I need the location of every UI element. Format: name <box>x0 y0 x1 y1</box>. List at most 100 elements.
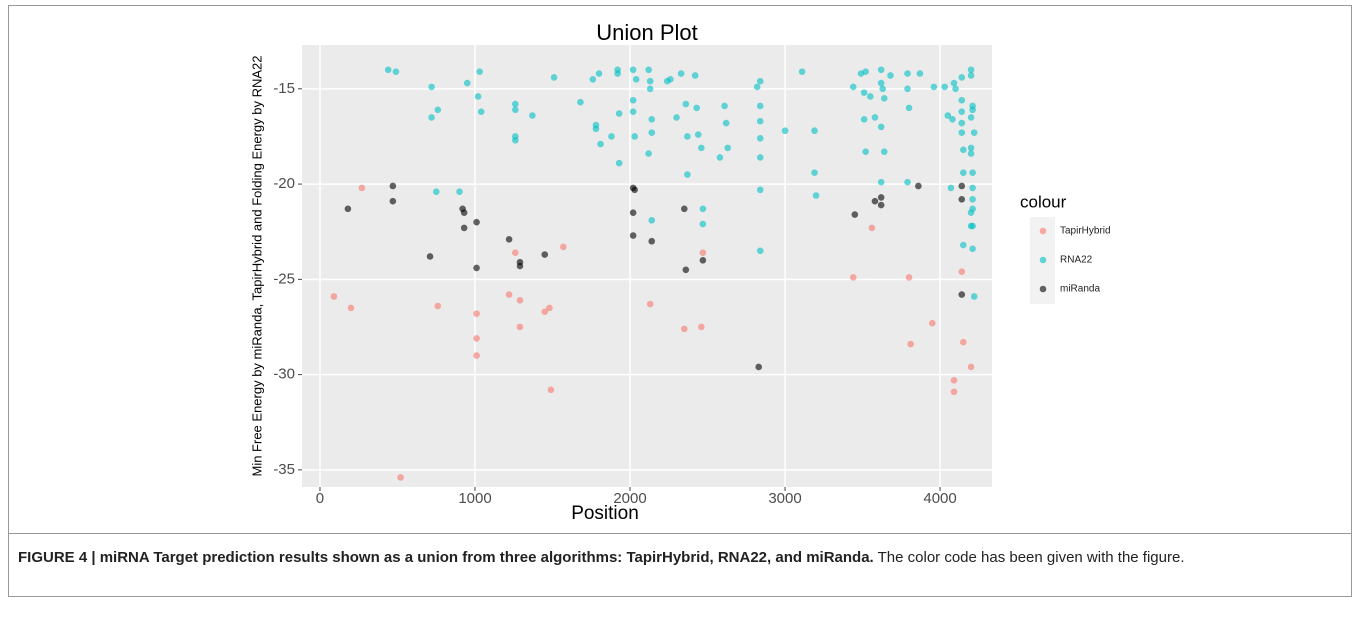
point <box>880 95 888 102</box>
point <box>646 77 654 85</box>
point <box>473 218 480 226</box>
point <box>392 68 400 75</box>
point <box>684 133 691 140</box>
legend-swatch <box>1039 256 1047 264</box>
point <box>958 268 966 276</box>
point <box>629 66 637 74</box>
point <box>529 112 536 119</box>
point <box>460 224 468 232</box>
point <box>645 66 652 74</box>
point <box>812 192 820 199</box>
point <box>950 377 958 384</box>
panel <box>302 45 992 487</box>
point <box>970 129 978 136</box>
x-axis-label: Position <box>571 503 639 524</box>
point <box>473 310 480 317</box>
legend-label: TapirHybrid <box>1060 226 1111 237</box>
point <box>867 93 874 100</box>
point <box>753 83 761 91</box>
point <box>505 236 513 243</box>
point <box>577 98 584 106</box>
point <box>915 182 922 190</box>
point <box>851 211 859 218</box>
point <box>516 262 524 270</box>
point <box>811 127 818 135</box>
separator <box>8 533 1352 534</box>
point <box>646 85 654 93</box>
point <box>944 112 952 119</box>
point <box>860 89 868 96</box>
legend-swatch <box>1039 285 1047 293</box>
point <box>960 338 967 346</box>
point <box>694 131 702 138</box>
point <box>677 70 685 77</box>
point <box>550 74 558 81</box>
point <box>929 319 936 327</box>
point <box>389 197 397 205</box>
point <box>456 188 463 195</box>
point <box>958 96 966 104</box>
point <box>699 220 707 228</box>
point <box>608 133 615 140</box>
point <box>595 70 603 77</box>
y-tick-label: -35 <box>273 461 295 478</box>
point <box>781 127 789 135</box>
point <box>970 293 978 300</box>
point <box>516 323 524 331</box>
point <box>849 83 857 91</box>
point <box>512 106 519 114</box>
point <box>960 241 967 249</box>
point <box>950 79 958 87</box>
point <box>614 70 621 77</box>
x-tick-label: 0 <box>316 490 324 507</box>
point <box>698 144 705 152</box>
x-tick-label: 4000 <box>923 490 956 507</box>
legend-label: RNA22 <box>1060 255 1093 266</box>
y-tick-label: -30 <box>273 366 295 383</box>
point <box>476 68 483 75</box>
point <box>684 171 691 178</box>
point <box>473 264 480 272</box>
point <box>811 169 818 176</box>
point <box>952 85 959 93</box>
point <box>862 148 869 155</box>
point <box>512 249 519 256</box>
chart-title: Union Plot <box>596 20 698 45</box>
point <box>432 188 440 195</box>
point <box>673 114 680 121</box>
point <box>930 83 938 91</box>
point <box>516 296 524 304</box>
point <box>958 108 966 115</box>
point <box>958 119 966 127</box>
point <box>615 159 623 167</box>
point <box>960 169 967 176</box>
point <box>907 340 914 348</box>
point <box>648 129 656 136</box>
point <box>756 77 764 85</box>
caption-label: FIGURE 4 | miRNA Target prediction resul… <box>18 549 874 566</box>
x-tick-label: 1000 <box>458 490 491 507</box>
y-tick-label: -25 <box>273 270 295 287</box>
point <box>473 335 480 342</box>
point <box>434 106 442 114</box>
point <box>967 144 975 152</box>
point <box>877 123 885 131</box>
point <box>592 125 600 133</box>
point <box>680 205 688 213</box>
point <box>755 363 762 371</box>
point <box>460 209 468 216</box>
point <box>967 209 975 216</box>
chart: Union Plot Position Min Free Energy by m… <box>249 20 1111 524</box>
legend-label: miRanda <box>1060 284 1100 295</box>
y-axis-label: Min Free Energy by miRanda, TapirHybrid … <box>249 55 264 476</box>
point <box>631 186 638 194</box>
legend-title: colour <box>1020 192 1067 211</box>
point <box>428 114 435 121</box>
point <box>877 79 885 87</box>
point <box>879 85 887 93</box>
caption-text: The color code has been given with the f… <box>877 549 1185 566</box>
caption: FIGURE 4 | miRNA Target prediction resul… <box>18 545 1338 570</box>
point <box>877 66 885 74</box>
point <box>682 100 690 108</box>
